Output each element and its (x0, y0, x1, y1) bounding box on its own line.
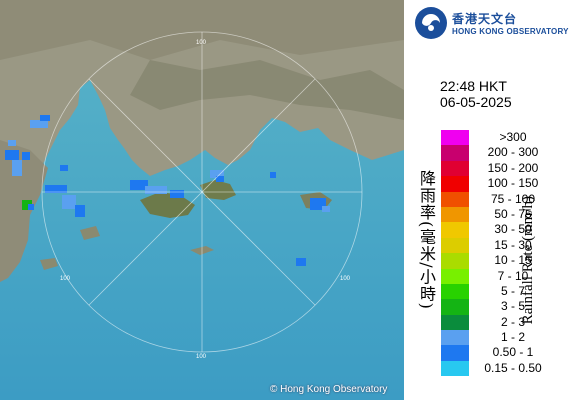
legend-label: 2 - 3 (500, 314, 525, 329)
ring-label-s: 100 (196, 354, 207, 360)
legend-swatch (441, 130, 469, 146)
legend-swatch (441, 237, 469, 254)
legend-swatch (441, 345, 469, 361)
ring-label-n: 100 (196, 40, 207, 46)
legend-title-english-text: Rainfall Rate (mm/h) (520, 196, 536, 325)
legend-swatch (441, 314, 469, 331)
range-ring-labels: 100 100 100 100 (60, 40, 351, 360)
legend-swatch (441, 283, 469, 300)
legend-title-chinese: 降雨率(毫米/小時) (414, 170, 440, 350)
radar-map-svg: 100 100 100 100 (0, 0, 404, 400)
legend-swatch (441, 360, 469, 377)
legend-swatch (441, 268, 469, 284)
info-panel: 香港天文台 HONG KONG OBSERVATORY 22:48 HKT 06… (404, 0, 577, 400)
legend-swatch (441, 253, 469, 269)
hko-logo-icon (415, 7, 447, 39)
legend-title-english: Rainfall Rate (mm/h) (520, 196, 548, 356)
legend-label: 100 - 150 (487, 176, 539, 191)
legend-label: 50 - 75 (494, 206, 532, 221)
legend-label: 10 - 15 (494, 253, 532, 268)
legend-swatch (441, 206, 469, 223)
legend-label: 15 - 30 (494, 237, 532, 252)
island-2 (40, 258, 58, 270)
hko-logo: 香港天文台 HONG KONG OBSERVATORY (414, 6, 574, 40)
land-hills (130, 60, 404, 120)
legend-label: 75 - 100 (490, 191, 536, 206)
legend-label: 0.50 - 1 (492, 345, 534, 360)
legend-label: 150 - 200 (487, 160, 539, 175)
legend-label: 0.15 - 0.50 (484, 360, 542, 375)
logo-chinese-name: 香港天文台 (452, 12, 518, 26)
land-mainland-texture (0, 0, 404, 60)
legend-label: 200 - 300 (487, 145, 539, 160)
radar-map[interactable]: 100 100 100 100 © Hong Kong Observatory (0, 0, 404, 400)
copyright-text: © Hong Kong Observatory (270, 384, 388, 395)
timestamp-date: 06-05-2025 (440, 94, 512, 110)
legend-label: 5 - 7 (500, 283, 525, 298)
legend-swatch (441, 160, 469, 177)
legend-label: 3 - 5 (500, 299, 525, 314)
logo-english-name: HONG KONG OBSERVATORY (452, 27, 569, 36)
timestamp-time: 22:48 HKT (440, 78, 507, 94)
legend-label: 1 - 2 (500, 330, 525, 345)
land-lantau (140, 192, 195, 218)
legend-swatch (441, 222, 469, 238)
legend-title-chinese-text: 降雨率(毫米/小時) (417, 170, 436, 310)
range-rings (41, 31, 363, 353)
legend-label: >300 (499, 130, 527, 144)
ring-label-w: 100 (60, 276, 71, 282)
legend-label: 30 - 50 (494, 222, 532, 237)
legend-swatch (441, 191, 469, 207)
island-3 (80, 226, 100, 240)
legend-swatch (441, 299, 469, 315)
legend-swatch (441, 330, 469, 346)
rain-echoes (5, 115, 330, 266)
legend-swatch (441, 176, 469, 192)
legend-label: 7 - 10 (497, 268, 529, 283)
legend-swatch (441, 145, 469, 161)
ring-label-e: 100 (340, 276, 351, 282)
